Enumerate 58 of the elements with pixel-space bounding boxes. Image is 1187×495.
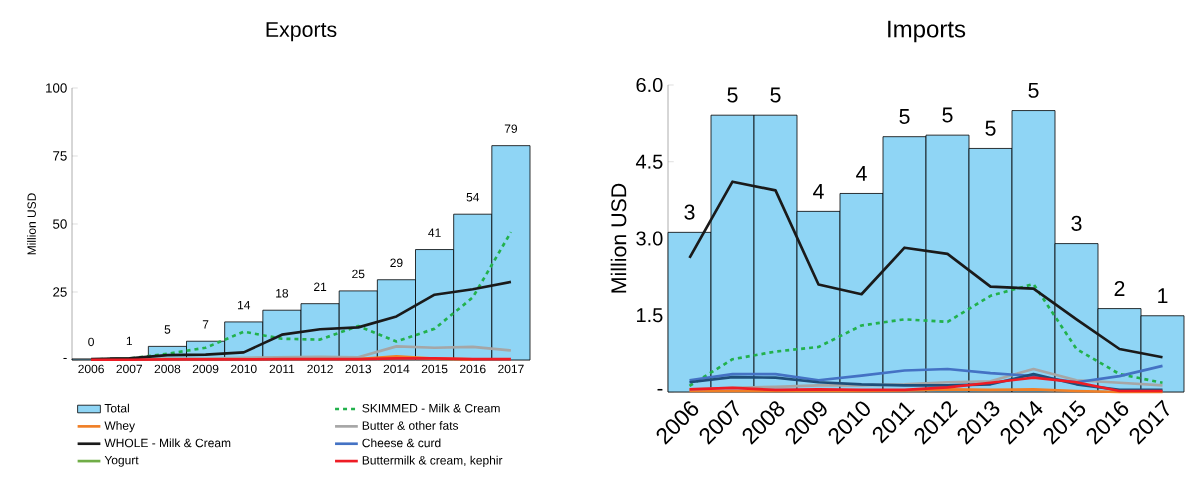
data-label: 5 [770,87,781,103]
chart-title: Exports [266,22,337,42]
data-label: 21 [314,282,327,291]
x-tick-label: 2006 [78,364,104,374]
data-label: 41 [428,228,441,237]
x-tick-label: 2009 [192,364,219,374]
data-label: 1 [126,336,133,346]
x-tick-label: 2008 [154,364,181,374]
data-label: 4 [856,166,867,181]
x-tick-label: 2015 [421,364,448,374]
y-tick-label: 75 [53,151,67,161]
legend-label: WHOLE - Milk & Cream [104,438,231,448]
x-tick-label: 2013 [345,364,372,374]
data-label: 5 [899,109,910,124]
y-tick-label: 100 [46,83,67,93]
x-tick-label: 2014 [383,364,410,374]
data-label: 7 [202,320,209,329]
x-tick-label: 2010 [231,364,257,374]
legend-label: SKIMMED - Milk & Cream [362,403,500,413]
data-label: 3 [684,204,695,220]
data-label: 25 [352,269,365,279]
legend-label: Total [104,403,129,413]
y-axis-title: Million USD [27,193,36,255]
y-tick-label: 4.5 [635,154,663,169]
legend-label: Yogurt [104,455,139,467]
data-label: 5 [1028,82,1039,98]
x-tick-label: 2007 [116,364,142,374]
data-label: 4 [813,183,824,199]
x-tick-label: 2016 [460,364,486,374]
data-label: 0 [88,337,94,347]
data-label: 5 [727,87,738,103]
y-tick-label: 6.0 [636,77,663,93]
data-label: 5 [942,107,953,123]
data-label: 18 [276,289,289,298]
y-tick-label: 25 [53,287,67,297]
x-tick-label: 2012 [307,364,333,374]
y-tick-label: 50 [53,219,67,229]
data-label: 3 [1071,215,1082,231]
data-label: 79 [504,124,518,133]
data-label: 14 [238,300,251,310]
data-label: 5 [164,325,171,334]
legend-label: Cheese & curd [362,438,441,448]
legend-label: Buttermilk & cream, kephir [362,455,503,467]
data-label: 1 [1158,288,1168,304]
chart-title: Imports [888,20,966,43]
data-label: 54 [466,193,480,202]
y-tick-label: - [63,357,67,359]
y-tick-label: - [657,388,663,391]
x-tick-label: 2017 [498,364,524,374]
data-label: 5 [985,120,996,136]
legend-label: Butter & other fats [362,421,459,430]
data-label: 2 [1114,280,1125,296]
legend-label: Whey [104,421,136,433]
y-tick-label: 3.0 [636,231,663,246]
y-axis-title: Million USD [610,183,627,293]
y-tick-label: 1.5 [637,308,663,323]
x-tick-label: 2011 [269,364,295,374]
data-label: 29 [390,258,403,268]
